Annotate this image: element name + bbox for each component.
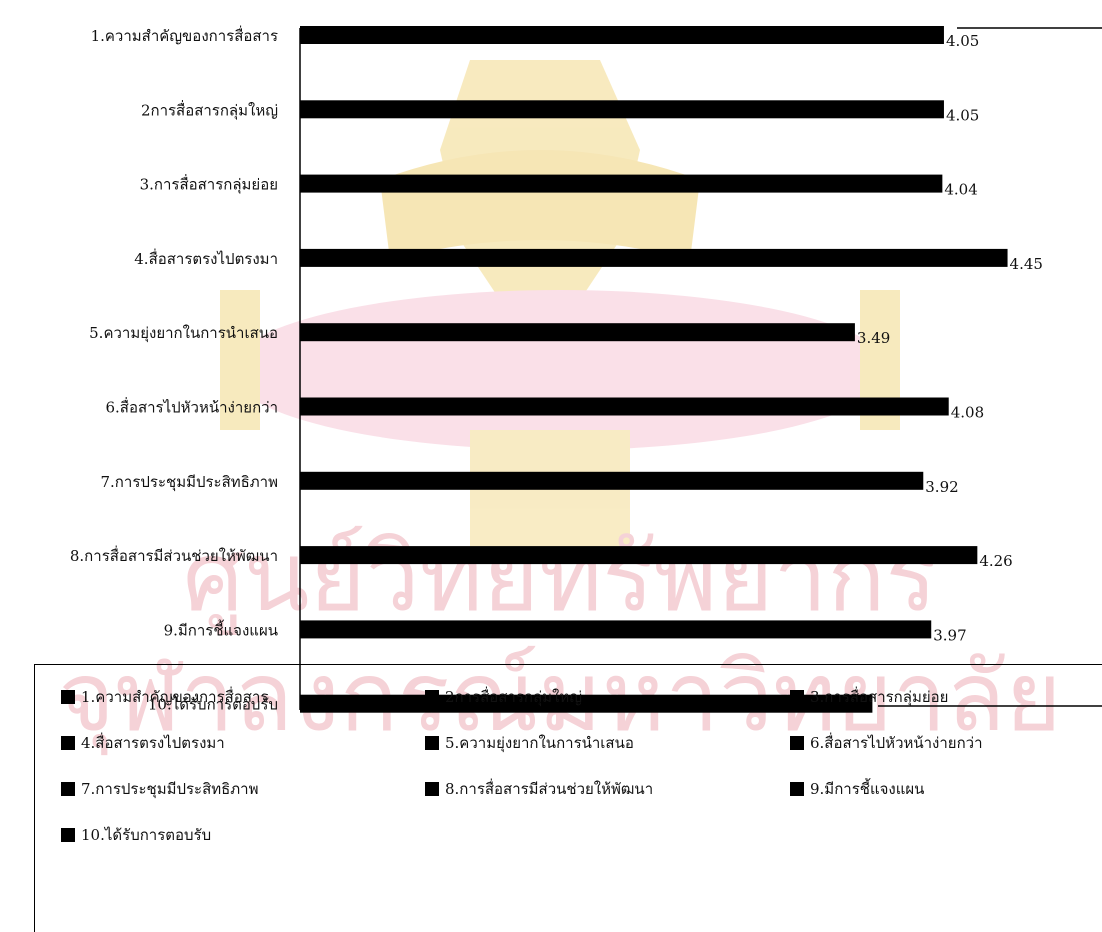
- legend-label: 8.การสื่อสารมีส่วนช่วยให้พัฒนา: [445, 780, 654, 798]
- legend-swatch: [425, 690, 439, 704]
- legend-swatch: [790, 736, 804, 750]
- legend-label: 1.ความสำคัญของการสื่อสาร: [81, 688, 269, 706]
- bar-8: [300, 546, 978, 565]
- category-labels-group: 1.ความสำคัญของการสื่อสาร 2การสื่อสารกลุ่ม…: [70, 25, 278, 714]
- legend-item-4: 4.สื่อสารตรงไปตรงมา: [61, 731, 225, 755]
- category-label-3: 3.การสื่อสารกลุ่มย่อย: [140, 174, 278, 195]
- bar-5: [300, 323, 855, 342]
- category-label-5: 5.ความยุ่งยากในการนำเสนอ: [89, 324, 278, 343]
- bar-7: [300, 471, 924, 490]
- category-label-4: 4.สื่อสารตรงไปตรงมา: [134, 248, 278, 268]
- bar-10: [300, 694, 873, 713]
- category-label-7: 7.การประชุมมีประสิทธิภาพ: [101, 473, 279, 492]
- legend-label: 9.มีการชี้แจงแผน: [810, 780, 925, 798]
- legend-item-7: 7.การประชุมมีประสิทธิภาพ: [61, 777, 259, 801]
- legend-label: 4.สื่อสารตรงไปตรงมา: [81, 734, 225, 752]
- legend-swatch: [61, 690, 75, 704]
- category-label-6: 6.สื่อสารไปหัวหน้าง่ายกว่า: [105, 397, 278, 417]
- value-label-8: 4.26: [979, 552, 1012, 570]
- bar-2: [300, 100, 944, 119]
- legend-item-10: 10.ได้รับการตอบรับ: [61, 823, 211, 847]
- legend-item-5: 5.ความยุ่งยากในการนำเสนอ: [425, 731, 634, 755]
- category-label-2: 2การสื่อสารกลุ่มใหญ่: [141, 99, 278, 120]
- bar-chart: 1.ความสำคัญของการสื่อสาร 2การสื่อสารกลุ่ม…: [70, 25, 1102, 714]
- category-label-10: 10.ได้รับการตอบรับ: [148, 696, 278, 714]
- value-label-9: 3.97: [933, 626, 966, 644]
- legend-swatch: [790, 690, 804, 704]
- legend: 1.ความสำคัญของการสื่อสาร 2การสื่อสารกลุ่ม…: [34, 664, 1102, 932]
- value-label-1: 4.05: [946, 32, 979, 50]
- value-labels-group: 4.05 4.05 4.04 4.45 3.49 4.08 3.92 4.26 3.97: [857, 32, 1043, 644]
- legend-swatch: [61, 782, 75, 796]
- legend-label: 7.การประชุมมีประสิทธิภาพ: [81, 780, 259, 798]
- bar-6: [300, 397, 949, 416]
- category-label-1: 1.ความสำคัญของการสื่อสาร: [91, 25, 278, 45]
- plot-frame: [299, 27, 1102, 710]
- legend-swatch: [61, 828, 75, 842]
- value-label-6: 4.08: [951, 404, 984, 422]
- legend-swatch: [425, 782, 439, 796]
- legend-swatch: [425, 736, 439, 750]
- bar-9: [300, 620, 932, 639]
- value-label-5: 3.49: [857, 329, 890, 347]
- legend-item-8: 8.การสื่อสารมีส่วนช่วยให้พัฒนา: [425, 777, 653, 801]
- category-label-9: 9.มีการชี้แจงแผน: [164, 619, 278, 639]
- value-label-4: 4.45: [1010, 255, 1043, 273]
- legend-swatch: [790, 782, 804, 796]
- bar-3: [300, 174, 943, 193]
- category-label-8: 8.การสื่อสารมีส่วนช่วยให้พัฒนา: [70, 545, 278, 565]
- legend-label: 6.สื่อสารไปหัวหน้าง่ายกว่า: [810, 734, 983, 752]
- legend-swatch: [61, 736, 75, 750]
- legend-item-3: 3.การสื่อสารกลุ่มย่อย: [790, 685, 948, 709]
- legend-item-2: 2การสื่อสารกลุ่มใหญ่: [425, 685, 582, 709]
- legend-item-6: 6.สื่อสารไปหัวหน้าง่ายกว่า: [790, 731, 983, 755]
- bars-group: [300, 26, 1008, 713]
- bar-4: [300, 248, 1008, 267]
- legend-label: 10.ได้รับการตอบรับ: [81, 826, 212, 844]
- legend-item-1: 1.ความสำคัญของการสื่อสาร: [61, 685, 268, 709]
- value-label-3: 4.04: [944, 181, 977, 199]
- legend-label: 2การสื่อสารกลุ่มใหญ่: [445, 688, 583, 706]
- value-label-7: 3.92: [925, 478, 958, 496]
- bar-1: [300, 26, 944, 44]
- legend-label: 5.ความยุ่งยากในการนำเสนอ: [445, 734, 634, 752]
- value-label-2: 4.05: [946, 106, 979, 124]
- legend-item-9: 9.มีการชี้แจงแผน: [790, 777, 924, 801]
- legend-label: 3.การสื่อสารกลุ่มย่อย: [810, 688, 949, 706]
